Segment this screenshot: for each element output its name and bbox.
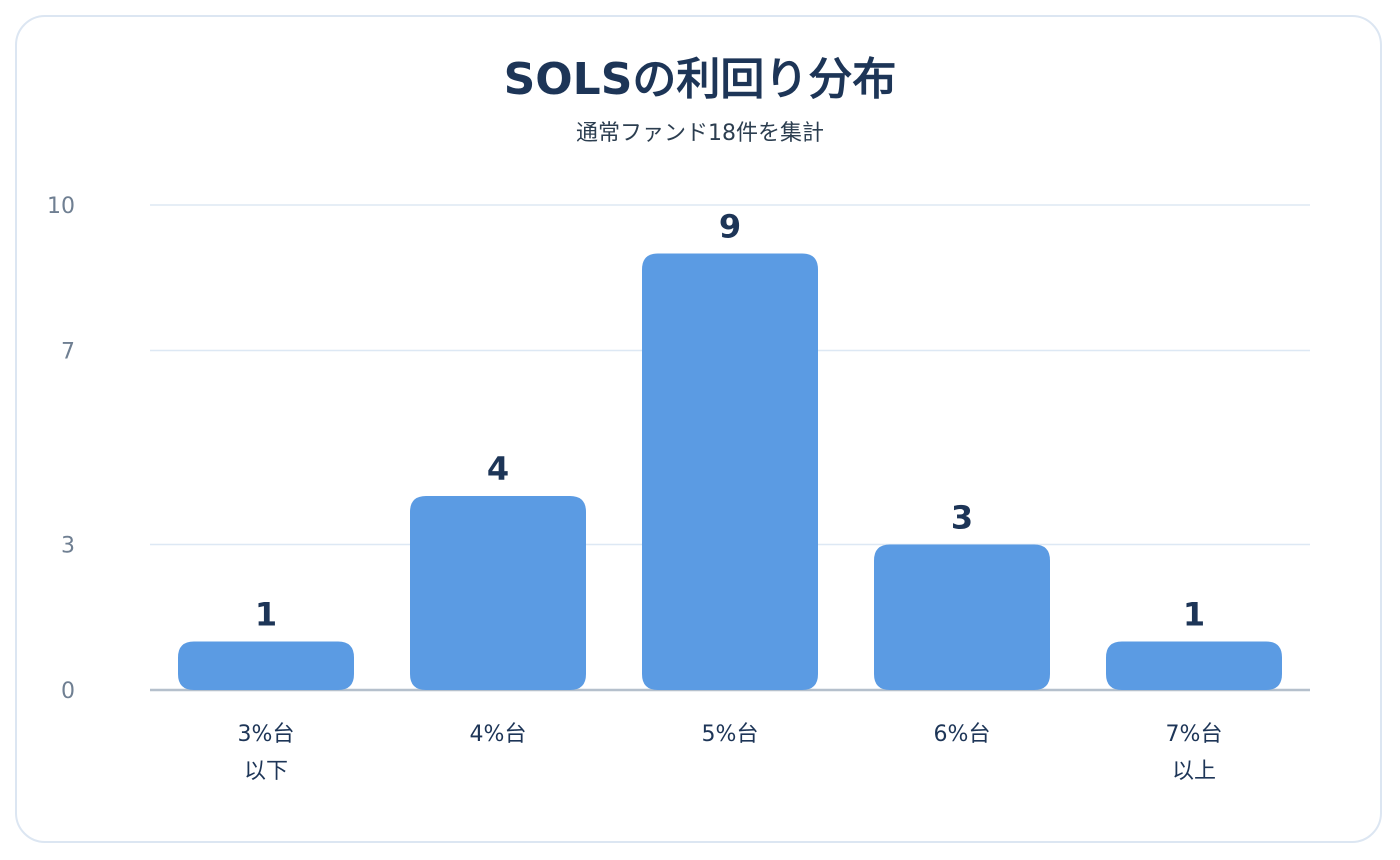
bar <box>642 253 818 690</box>
bar <box>410 496 586 690</box>
chart-subtitle: 通常ファンド18件を集計 <box>576 121 824 146</box>
bar <box>874 544 1050 690</box>
x-tick-label: 3%台 <box>238 722 295 747</box>
y-tick-label: 7 <box>61 340 75 365</box>
x-tick-label: 以下 <box>244 759 288 784</box>
bar <box>178 641 354 690</box>
y-tick-label: 0 <box>61 679 75 704</box>
x-tick-label: 5%台 <box>702 722 759 747</box>
data-label: 1 <box>255 596 277 634</box>
x-tick-label: 以上 <box>1172 759 1216 784</box>
x-tick-label: 6%台 <box>934 722 991 747</box>
data-label: 1 <box>1183 596 1205 634</box>
data-label: 9 <box>719 208 741 246</box>
y-tick-label: 3 <box>61 534 75 559</box>
chart-title: SOLSの利回り分布 <box>503 54 897 105</box>
x-tick-label: 4%台 <box>470 722 527 747</box>
bar <box>1106 641 1282 690</box>
y-tick-label: 10 <box>47 194 75 219</box>
data-label: 3 <box>951 499 973 537</box>
data-label: 4 <box>487 450 509 488</box>
x-tick-label: 7%台 <box>1166 722 1223 747</box>
